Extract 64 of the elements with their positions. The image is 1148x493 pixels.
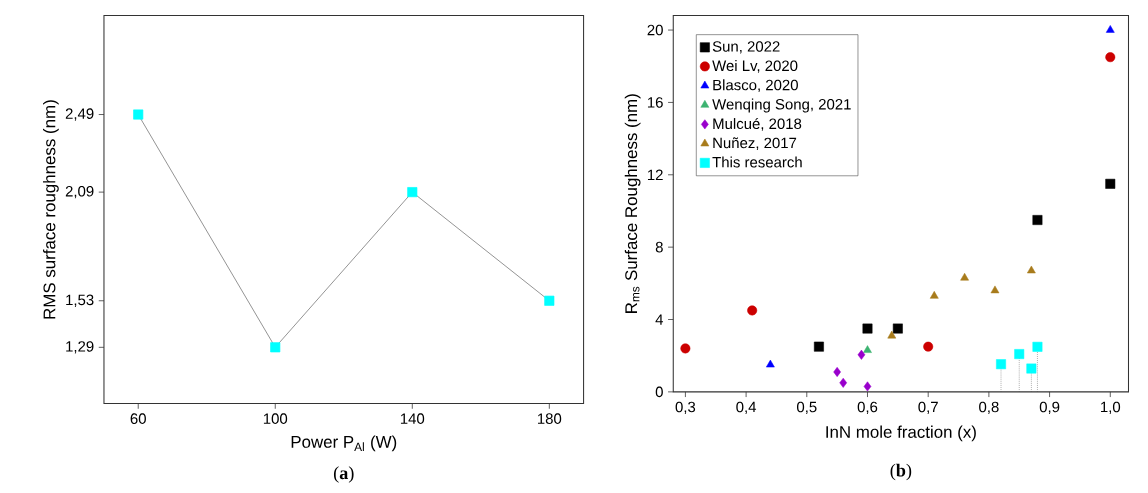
- y-tick-label: 16: [647, 97, 663, 108]
- y-axis-title: R$_{ms}$ Surface Roughness (nm): [624, 94, 641, 313]
- point: [766, 359, 775, 368]
- point: [747, 305, 758, 316]
- point: [857, 349, 866, 360]
- y-tick-label: 20: [647, 24, 663, 36]
- point: [1032, 214, 1043, 225]
- y-tick-label: 8: [655, 241, 663, 253]
- point: [833, 366, 841, 377]
- x-tick-label: 0,5: [797, 401, 817, 414]
- x-axis-title: InN mole fraction (x): [826, 425, 976, 442]
- point: [960, 272, 969, 281]
- point: [1027, 265, 1036, 274]
- legend-label: Wei Lv, 2020: [712, 59, 798, 73]
- point: [1105, 24, 1115, 33]
- point: [407, 186, 418, 197]
- y-tick-label: 1,53: [66, 294, 94, 307]
- x-tick-label: 100: [263, 413, 288, 424]
- x-tick-label: 0,4: [736, 401, 757, 414]
- point: [839, 377, 847, 388]
- legend-label: This research: [712, 156, 802, 168]
- x-tick-label: 1,0: [1101, 401, 1121, 414]
- y-tick-label: 12: [647, 169, 663, 180]
- legend-label: Nuñez, 2017: [713, 137, 797, 150]
- x-tick-label: 0,3: [675, 401, 696, 414]
- text: (a): [333, 466, 354, 483]
- y-tick-label: 2,49: [65, 108, 94, 121]
- point: [133, 109, 144, 120]
- point: [996, 359, 1006, 370]
- y-tick-label: 0: [655, 386, 663, 398]
- point: [892, 323, 903, 334]
- x-tick-label: 180: [537, 413, 562, 424]
- x-tick-label: 0,8: [979, 401, 999, 414]
- point: [887, 330, 897, 339]
- legend-label: Sun, 2022: [712, 41, 780, 54]
- point: [1014, 349, 1025, 359]
- x-tick-label: 60: [130, 413, 146, 424]
- point: [1105, 178, 1116, 189]
- x-tick-label: 0,9: [1039, 401, 1060, 414]
- point: [863, 345, 872, 353]
- text: (b): [890, 463, 912, 481]
- x-tick-label: 140: [400, 413, 425, 424]
- x-axis-title: Power P$_{Al}$ (W): [291, 435, 397, 452]
- legend-label: Blasco, 2020: [713, 79, 798, 92]
- legend-label: Wenqing Song, 2021: [712, 98, 851, 113]
- point: [863, 381, 872, 392]
- legend-label: Mulcué, 2018: [713, 117, 802, 131]
- x-tick-label: 0,7: [918, 401, 938, 414]
- point: [929, 290, 939, 299]
- point: [1026, 363, 1037, 374]
- y-tick-label: 1,29: [66, 341, 94, 354]
- y-axis-title: RMS surface roughness (nm): [43, 100, 59, 319]
- point: [1032, 341, 1043, 352]
- point: [680, 343, 691, 354]
- point: [990, 285, 1000, 294]
- point: [923, 341, 934, 352]
- point: [544, 295, 555, 306]
- point: [813, 341, 824, 352]
- x-tick-label: 0,6: [857, 401, 878, 414]
- y-tick-label: 2,09: [65, 185, 94, 199]
- point: [862, 323, 873, 334]
- y-tick-label: 4: [655, 314, 664, 325]
- point: [1105, 52, 1116, 63]
- point: [270, 342, 281, 353]
